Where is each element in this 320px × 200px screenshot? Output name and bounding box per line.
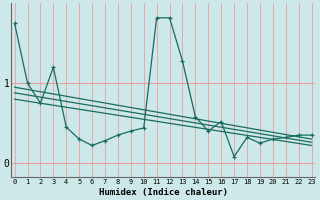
X-axis label: Humidex (Indice chaleur): Humidex (Indice chaleur) [99,188,228,197]
